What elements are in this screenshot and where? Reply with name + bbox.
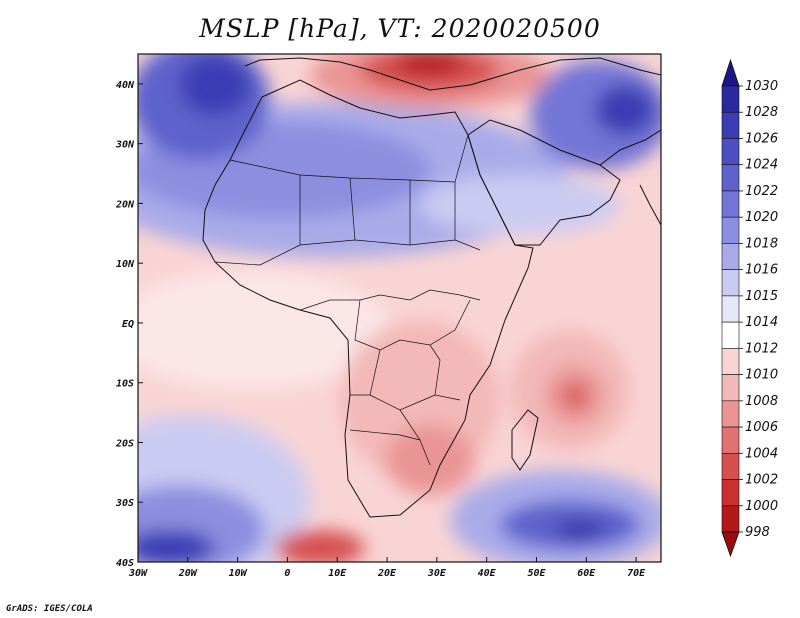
madagascar — [511, 409, 539, 471]
colorbar-segment — [721, 85, 740, 113]
colorbar-label: 1008 — [745, 394, 778, 409]
colorbar-segment — [721, 269, 740, 297]
colorbar-label: 1018 — [745, 236, 778, 251]
lat-tick-label: 10S — [116, 379, 134, 390]
colorbar-top-arrow — [721, 58, 740, 87]
figure-title: MSLP [hPa], VT: 2020020500 — [199, 14, 601, 43]
colorbar-label: 1014 — [745, 315, 778, 330]
plot-frame — [137, 53, 662, 563]
colorbar-segment — [721, 452, 740, 480]
colorbar-label: 1016 — [745, 263, 778, 278]
colorbar-segment — [721, 243, 740, 270]
colorbar-segment — [721, 400, 740, 428]
colorbar-segment — [721, 164, 740, 192]
colorbar-segment — [721, 479, 740, 507]
lat-tick-label: 20S — [115, 438, 134, 449]
lon-tick-label: 20W — [178, 568, 198, 579]
colorbar-label: 1010 — [745, 368, 778, 383]
longitude-axis: 30W 20W 10W 0 10E 20E 30E 40E 50E 60E 70E — [128, 557, 646, 579]
europe-coast — [244, 57, 661, 91]
lon-tick-label: 10W — [229, 568, 248, 579]
colorbar-label: 1020 — [745, 210, 778, 225]
lon-tick-label: 10E — [328, 568, 347, 579]
latitude-axis: 40N 30N 20N 10N EQ 10S 20S 30S 40S — [115, 80, 143, 569]
lon-tick-label: 30W — [128, 568, 148, 579]
colorbar-segment — [721, 321, 740, 349]
lat-tick-label: 40S — [116, 558, 134, 569]
colorbar-label: 1006 — [745, 420, 778, 435]
colorbar-segment — [721, 374, 740, 402]
lat-tick-label: 10N — [116, 259, 135, 270]
grads-credit: GrADS: IGES/COLA — [6, 604, 93, 614]
india-coast — [639, 184, 661, 226]
colorbar-label: 1000 — [745, 499, 778, 514]
colorbar-bottom-arrow — [721, 531, 740, 558]
colorbar-label: 1024 — [745, 158, 778, 173]
lon-tick-label: 70E — [627, 568, 646, 579]
colorbar-segment — [721, 348, 740, 375]
lon-tick-label: 50E — [527, 568, 546, 579]
colorbar-segment — [721, 426, 740, 454]
lat-tick-label: 30N — [115, 140, 135, 151]
lon-tick-label: 60E — [577, 568, 596, 579]
colorbar-label: 1030 — [745, 79, 778, 94]
colorbar-label: 998 — [745, 525, 770, 540]
africa-coastline — [202, 79, 534, 518]
colorbar-label: 1026 — [745, 131, 778, 146]
colorbar-label: 1015 — [745, 289, 778, 304]
lat-tick-label: 40N — [116, 80, 135, 91]
iran-coast — [599, 129, 661, 166]
colorbar-segment — [721, 190, 740, 218]
colorbar-segment — [721, 295, 740, 323]
country-borders — [214, 134, 481, 466]
lon-tick-label: 40E — [478, 568, 497, 579]
lon-tick-label: 0 — [284, 568, 290, 579]
colorbar-label: 1012 — [745, 341, 778, 356]
lon-tick-label: 30E — [427, 568, 447, 579]
colorbar-label: 1004 — [745, 446, 778, 461]
colorbar-label: 1002 — [745, 473, 778, 488]
colorbar-segment — [721, 216, 740, 244]
arabia — [467, 119, 621, 246]
colorbar-segment — [721, 111, 740, 139]
lat-tick-label: 30S — [115, 498, 134, 509]
pressure-field — [138, 54, 661, 562]
lat-tick-label: 20N — [115, 199, 135, 210]
colorbar-label: 1022 — [745, 184, 778, 199]
colorbar-label: 1028 — [745, 105, 778, 120]
colorbar-segment — [721, 138, 740, 166]
colorbar-segment — [721, 505, 740, 533]
coastlines — [202, 57, 661, 518]
lon-tick-label: 20E — [377, 568, 397, 579]
lat-tick-label: EQ — [122, 319, 134, 330]
colorbar: 1030 1028 1026 1024 1022 1020 1018 1016 1015 1014… — [721, 58, 778, 558]
